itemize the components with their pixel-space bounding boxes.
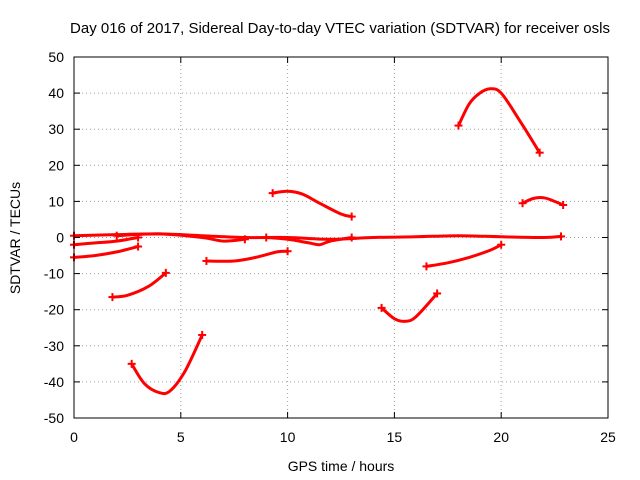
series-line bbox=[264, 236, 354, 247]
series-arc-dip-6 bbox=[202, 247, 292, 265]
y-tick-label: 40 bbox=[48, 85, 64, 101]
x-tick-label: 20 bbox=[493, 429, 509, 445]
x-tick-label: 15 bbox=[387, 429, 403, 445]
series-line bbox=[424, 243, 503, 268]
series-line bbox=[457, 87, 542, 155]
x-axis-label: GPS time / hours bbox=[288, 458, 395, 474]
series-line bbox=[204, 249, 290, 263]
series-arc-hump-11 bbox=[518, 196, 568, 210]
series-arc-dip-16 bbox=[108, 268, 170, 302]
y-tick-label: 10 bbox=[48, 193, 64, 209]
y-tick-label: -50 bbox=[44, 410, 64, 426]
series-line bbox=[72, 245, 140, 259]
series-endpoint-markers bbox=[422, 240, 506, 271]
series-arc-trough-23 bbox=[377, 289, 442, 323]
y-tick-label: 20 bbox=[48, 157, 64, 173]
series-line bbox=[72, 236, 140, 247]
series-endpoint-markers bbox=[268, 189, 356, 221]
y-tick-label: 30 bbox=[48, 121, 64, 137]
series-arc-peak-41 bbox=[454, 87, 544, 157]
x-tick-label: 0 bbox=[70, 429, 78, 445]
series-arc-rise-neg bbox=[422, 240, 506, 271]
series-arc-hump-12 bbox=[268, 189, 356, 221]
series-arc-mid bbox=[262, 233, 356, 247]
series-line bbox=[380, 292, 439, 323]
y-axis-label: SDTVAR / TECUs bbox=[7, 182, 23, 294]
y-tick-label: 0 bbox=[56, 230, 64, 246]
y-tick-label: -30 bbox=[44, 338, 64, 354]
series-endpoint-markers bbox=[518, 199, 568, 210]
series-line bbox=[115, 232, 247, 243]
series-line bbox=[130, 333, 204, 396]
chart-title: Day 016 of 2017, Sidereal Day-to-day VTE… bbox=[70, 20, 610, 37]
x-tick-label: 5 bbox=[177, 429, 185, 445]
y-tick-label: 50 bbox=[48, 49, 64, 65]
series-line bbox=[110, 271, 168, 299]
series-endpoint-markers bbox=[112, 231, 249, 244]
x-tick-label: 25 bbox=[600, 429, 616, 445]
series-endpoint-markers bbox=[377, 289, 442, 312]
series-arc-trough-43 bbox=[127, 330, 207, 396]
plot-area bbox=[70, 87, 568, 396]
series-endpoint-markers bbox=[262, 233, 356, 242]
y-tick-label: -20 bbox=[44, 302, 64, 318]
series-endpoint-markers bbox=[202, 247, 292, 265]
series-line bbox=[521, 196, 565, 207]
axis-ticks: 0 5 10 15 20 25 -50 -40 -30 -20 -10 0 10 20 30 40 50 bbox=[44, 49, 616, 445]
series-line bbox=[271, 189, 354, 219]
y-tick-label: -40 bbox=[44, 374, 64, 390]
x-tick-label: 10 bbox=[280, 429, 296, 445]
y-tick-label: -10 bbox=[44, 266, 64, 282]
series-arc-near-zero-b bbox=[112, 231, 249, 244]
series-endpoint-markers bbox=[454, 121, 544, 157]
series-endpoint-markers bbox=[127, 330, 207, 368]
series-endpoint-markers bbox=[108, 268, 170, 302]
